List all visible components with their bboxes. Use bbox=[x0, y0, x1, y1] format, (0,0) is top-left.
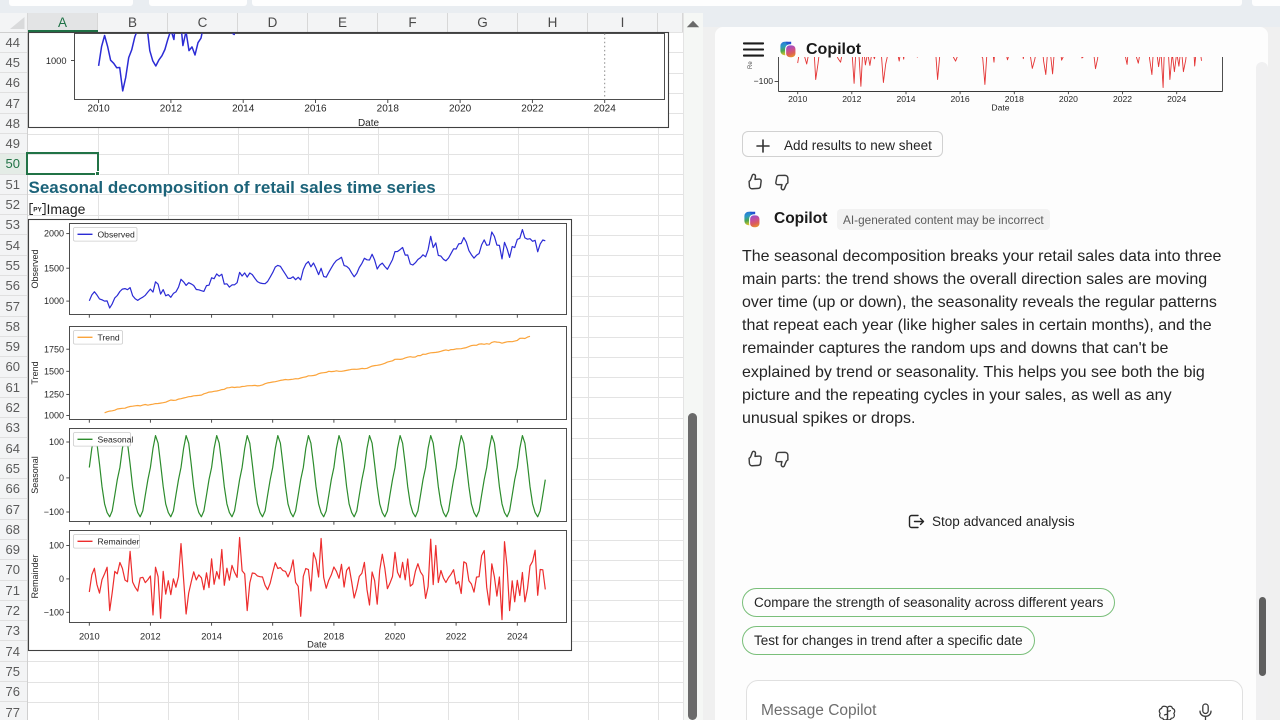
svg-text:−100: −100 bbox=[44, 507, 64, 517]
svg-text:2016: 2016 bbox=[262, 632, 283, 642]
svg-text:2022: 2022 bbox=[521, 104, 544, 115]
svg-text:Date: Date bbox=[991, 103, 1009, 113]
svg-text:Remainder: Remainder bbox=[30, 554, 40, 598]
svg-text:2016: 2016 bbox=[304, 104, 327, 115]
svg-text:Trend: Trend bbox=[98, 332, 120, 342]
svg-text:Date: Date bbox=[358, 118, 380, 129]
svg-text:1750: 1750 bbox=[44, 344, 64, 354]
svg-text:2018: 2018 bbox=[324, 632, 345, 642]
svg-text:Observed: Observed bbox=[98, 229, 135, 239]
svg-text:1500: 1500 bbox=[44, 366, 64, 376]
svg-text:Seasonal: Seasonal bbox=[98, 434, 134, 444]
svg-text:2022: 2022 bbox=[446, 632, 467, 642]
svg-text:2020: 2020 bbox=[449, 104, 472, 115]
svg-text:2014: 2014 bbox=[201, 632, 222, 642]
svg-text:2020: 2020 bbox=[1059, 94, 1078, 104]
svg-text:2018: 2018 bbox=[377, 104, 400, 115]
svg-text:−100: −100 bbox=[44, 607, 64, 617]
svg-text:2010: 2010 bbox=[788, 94, 807, 104]
svg-text:Date: Date bbox=[307, 639, 327, 649]
svg-text:2014: 2014 bbox=[232, 104, 255, 115]
svg-text:2012: 2012 bbox=[160, 104, 183, 115]
svg-text:Remainder: Remainder bbox=[98, 536, 140, 546]
svg-text:2024: 2024 bbox=[594, 104, 617, 115]
svg-text:1000: 1000 bbox=[44, 411, 64, 421]
svg-text:1250: 1250 bbox=[44, 390, 64, 400]
svg-text:Re: Re bbox=[748, 61, 754, 69]
svg-text:−100: −100 bbox=[754, 76, 774, 86]
svg-text:Trend: Trend bbox=[30, 361, 40, 384]
svg-text:2010: 2010 bbox=[79, 632, 100, 642]
svg-text:2012: 2012 bbox=[842, 94, 861, 104]
svg-text:100: 100 bbox=[49, 437, 64, 447]
svg-text:2018: 2018 bbox=[1005, 94, 1024, 104]
svg-text:2000: 2000 bbox=[44, 229, 64, 239]
svg-text:2024: 2024 bbox=[507, 632, 528, 642]
svg-text:1000: 1000 bbox=[44, 296, 64, 306]
svg-text:Seasonal: Seasonal bbox=[30, 456, 40, 494]
svg-text:0: 0 bbox=[59, 574, 64, 584]
svg-text:100: 100 bbox=[49, 541, 64, 551]
svg-text:2012: 2012 bbox=[140, 632, 161, 642]
svg-text:2020: 2020 bbox=[385, 632, 406, 642]
svg-text:2022: 2022 bbox=[1113, 94, 1132, 104]
svg-text:PY: PY bbox=[33, 206, 42, 213]
svg-text:0: 0 bbox=[59, 473, 64, 483]
svg-text:Observed: Observed bbox=[30, 249, 40, 288]
svg-text:2024: 2024 bbox=[1167, 94, 1186, 104]
svg-text:2014: 2014 bbox=[896, 94, 915, 104]
svg-text:1500: 1500 bbox=[44, 263, 64, 273]
svg-text:1000: 1000 bbox=[46, 56, 67, 66]
svg-text:2010: 2010 bbox=[87, 104, 110, 115]
svg-text:2016: 2016 bbox=[951, 94, 970, 104]
